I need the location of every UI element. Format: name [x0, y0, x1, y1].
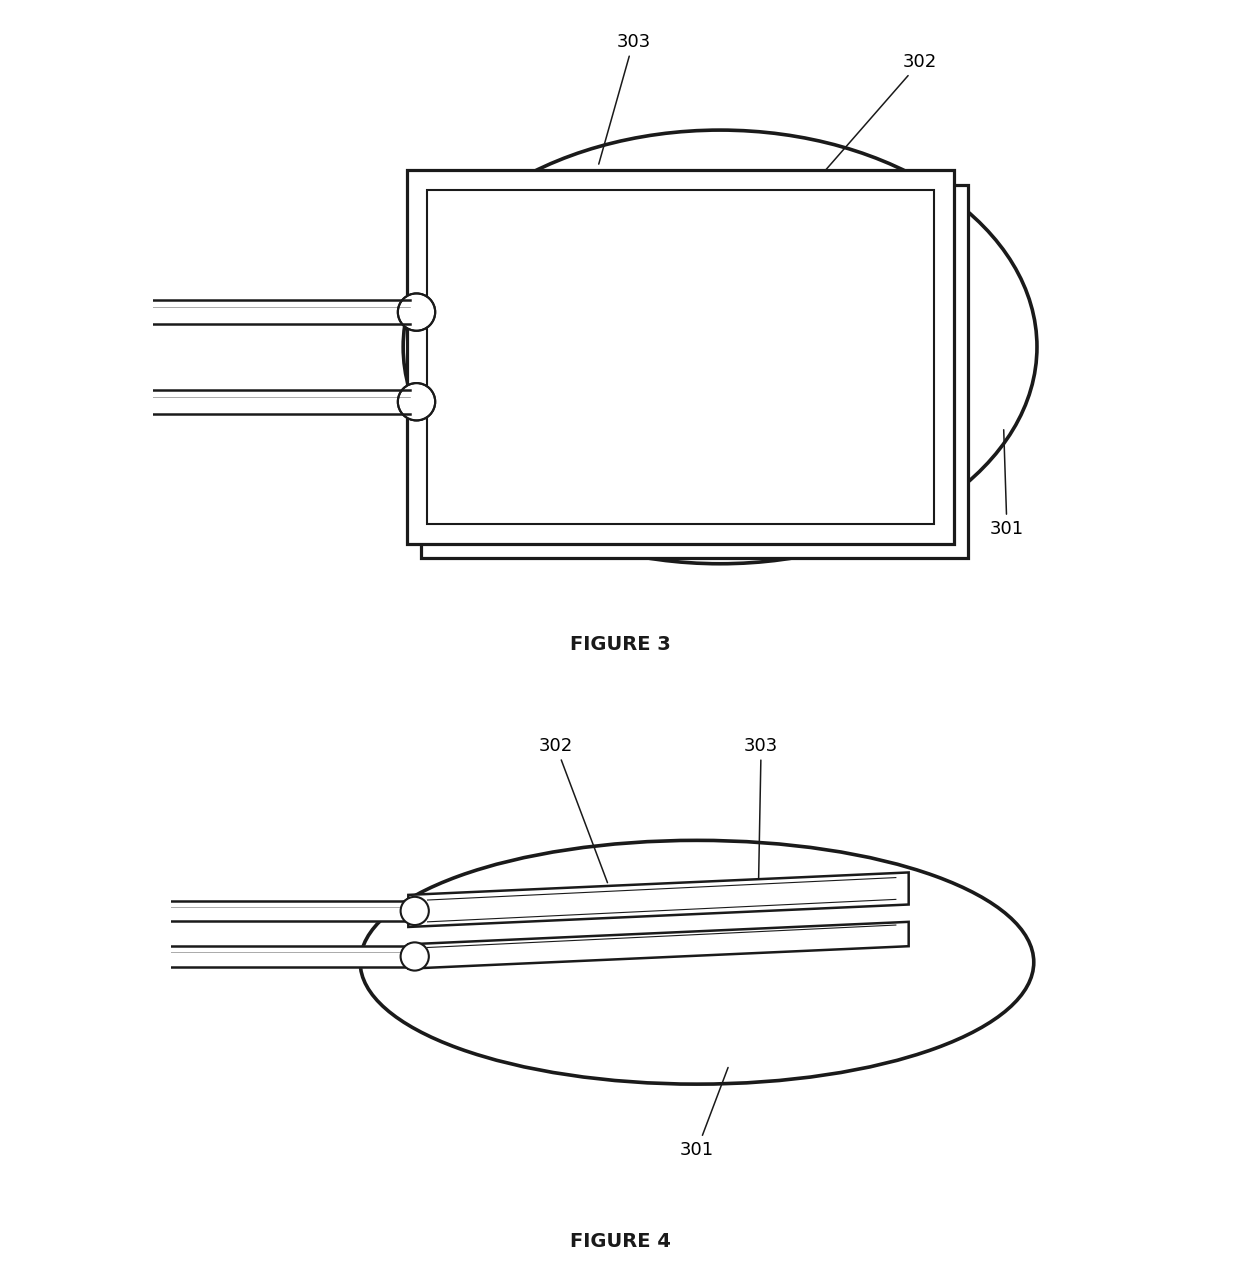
Bar: [427, 190, 934, 523]
Bar: [422, 185, 968, 558]
Circle shape: [401, 942, 429, 970]
Text: 301: 301: [990, 430, 1024, 538]
Circle shape: [398, 384, 435, 421]
Text: 302: 302: [818, 53, 937, 178]
Text: FIGURE 3: FIGURE 3: [569, 635, 671, 654]
Text: 303: 303: [744, 736, 779, 879]
Bar: [407, 171, 954, 544]
Text: 301: 301: [680, 1067, 728, 1159]
Text: 303: 303: [599, 32, 651, 164]
Circle shape: [398, 294, 435, 331]
Circle shape: [401, 897, 429, 925]
Polygon shape: [408, 872, 909, 926]
Polygon shape: [408, 921, 909, 969]
Text: FIGURE 4: FIGURE 4: [569, 1232, 671, 1251]
Text: 302: 302: [538, 736, 608, 883]
